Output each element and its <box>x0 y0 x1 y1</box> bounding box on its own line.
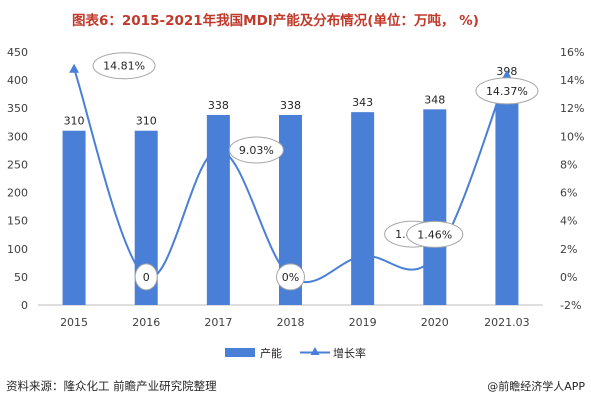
growth-rate-callout <box>134 263 158 291</box>
bar-value-label: 343 <box>352 96 373 109</box>
chart-title: 图表6：2015-2021年我国MDI产能及分布情况(单位：万吨， %) <box>72 12 479 29</box>
y-left-tick-label: 350 <box>7 102 28 115</box>
y-left-tick-label: 50 <box>14 271 28 284</box>
x-tick-label: 2019 <box>349 316 377 329</box>
y-right-tick-label: -2% <box>560 299 581 312</box>
y-left-tick-label: 150 <box>7 215 28 228</box>
y-left-tick-label: 0 <box>21 299 28 312</box>
growth-rate-callout <box>475 77 539 105</box>
growth-rate-marker <box>69 63 80 73</box>
x-tick-label: 2017 <box>204 316 232 329</box>
growth-rate-callout <box>92 52 156 80</box>
y-right-tick-label: 16% <box>560 46 584 59</box>
x-tick-label: 2020 <box>421 316 449 329</box>
legend: 产能 增长率 <box>225 346 366 360</box>
y-right-tick-label: 2% <box>560 243 577 256</box>
growth-rate-label: 0 <box>143 271 150 284</box>
bar <box>279 114 302 305</box>
legend-swatch-bar <box>225 348 255 357</box>
plot-area: 0 50 100 150 200 250 300 350 400 450 -2% 0% 2% 4% 6% 8%… <box>7 46 584 329</box>
x-tick-label: 2021.03 <box>484 316 530 329</box>
growth-rate-marker <box>501 69 512 79</box>
bar <box>495 81 519 305</box>
x-tick-label: 2015 <box>60 316 88 329</box>
y-right-tick-label: 6% <box>560 187 577 200</box>
bar <box>423 109 447 305</box>
bar <box>206 114 230 305</box>
growth-rate-label: 14.37% <box>486 85 528 98</box>
y-right-tick-label: 14% <box>560 74 584 87</box>
growth-rate-label: 14.81% <box>103 60 145 73</box>
bar-value-label: 348 <box>424 93 445 106</box>
legend-label-capacity: 产能 <box>260 346 282 360</box>
bar <box>134 130 158 305</box>
y-right-tick-label: 4% <box>560 215 577 228</box>
y-right-tick-label: 8% <box>560 158 577 171</box>
y-left-tick-label: 100 <box>7 243 28 256</box>
y-left-tick-label: 450 <box>7 46 28 59</box>
bar-value-label: 338 <box>280 99 301 112</box>
x-tick-label: 2016 <box>132 316 160 329</box>
legend-label-growth: 增长率 <box>333 346 366 360</box>
y-right-tick-label: 12% <box>560 102 584 115</box>
growth-rate-label: 9.03% <box>239 144 274 157</box>
bar-value-label: 310 <box>64 115 85 128</box>
growth-rate-callout <box>228 136 284 164</box>
y-left-tick-label: 200 <box>7 187 28 200</box>
growth-rate-callout <box>406 220 464 248</box>
bar-value-label: 338 <box>208 99 229 112</box>
growth-rate-label: 0% <box>282 271 299 284</box>
footer-logo-text: @前瞻经济学人APP <box>487 379 585 393</box>
bar <box>351 112 375 305</box>
y-left-tick-label: 300 <box>7 130 28 143</box>
bar <box>62 130 86 305</box>
source-note: 资料来源：隆众化工 前瞻产业研究院整理 <box>6 379 217 393</box>
y-right-tick-label: 0% <box>560 271 577 284</box>
y-left-tick-label: 400 <box>7 74 28 87</box>
legend-marker-triangle <box>310 347 320 355</box>
x-tick-label: 2018 <box>277 316 305 329</box>
y-right-tick-label: 10% <box>560 130 584 143</box>
growth-rate-label: 1.46% <box>417 228 452 241</box>
bar-value-label: 310 <box>136 115 157 128</box>
growth-rate-callout <box>276 263 305 291</box>
y-left-tick-label: 250 <box>7 158 28 171</box>
